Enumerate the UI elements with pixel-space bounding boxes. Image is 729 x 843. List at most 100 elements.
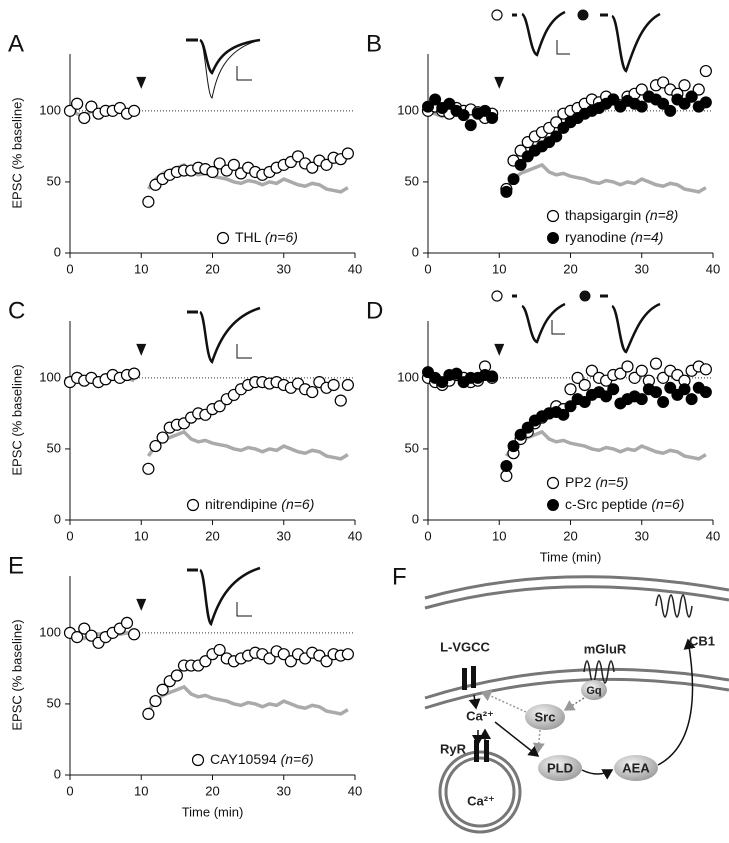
pathway-diagram: F L-VGCC mGluR CB1 Gq Src Ca²⁺ RyR PLD A… bbox=[392, 563, 729, 834]
data-point bbox=[635, 364, 648, 377]
legend-name: c-Src peptide bbox=[565, 496, 648, 512]
data-point bbox=[607, 383, 620, 396]
data-point bbox=[657, 371, 670, 384]
data-point bbox=[628, 371, 641, 384]
data-point bbox=[557, 408, 570, 421]
stimulus-arrow bbox=[494, 76, 505, 89]
data-point bbox=[334, 394, 347, 407]
data-point bbox=[514, 158, 527, 171]
x-tick-label: 10 bbox=[492, 528, 506, 543]
y-tick-label: 100 bbox=[397, 369, 419, 384]
data-point bbox=[422, 100, 434, 113]
data-point bbox=[63, 104, 77, 117]
data-point bbox=[149, 439, 162, 453]
y-tick-label: 50 bbox=[47, 440, 61, 455]
data-point bbox=[585, 364, 598, 377]
data-point bbox=[71, 631, 84, 644]
x-tick-label: 40 bbox=[706, 261, 720, 276]
data-point bbox=[284, 655, 297, 668]
x-tick-label: 20 bbox=[205, 528, 219, 543]
panel-label: B bbox=[366, 30, 382, 57]
node-label: Ca²⁺ bbox=[466, 708, 494, 723]
data-point bbox=[678, 79, 691, 92]
data-point bbox=[507, 440, 520, 453]
node-label: RyR bbox=[440, 741, 467, 756]
y-axis-label: EPSC (% baseline) bbox=[9, 619, 24, 730]
data-point bbox=[514, 428, 527, 441]
panel-label: C bbox=[8, 297, 25, 324]
legend-marker bbox=[186, 498, 200, 512]
legend-name: PP2 bbox=[565, 474, 592, 490]
data-point bbox=[320, 655, 333, 668]
data-point bbox=[128, 628, 141, 641]
y-tick-label: 100 bbox=[397, 102, 419, 117]
control-line bbox=[69, 107, 349, 194]
legend-entry: PP2 (n=5) bbox=[565, 474, 628, 490]
panel-label: E bbox=[8, 552, 24, 579]
x-axis-label: Time (min) bbox=[182, 804, 244, 819]
data-point bbox=[479, 104, 491, 117]
data-point bbox=[571, 371, 584, 384]
legend-entry: CAY10594 (n=6) bbox=[210, 751, 314, 767]
y-tick-label: 100 bbox=[39, 369, 61, 384]
data-point bbox=[78, 622, 91, 635]
node-label: Gq bbox=[586, 685, 601, 697]
data-point bbox=[692, 83, 705, 96]
y-tick-label: 0 bbox=[54, 511, 61, 526]
legend-entry: THL (n=6) bbox=[235, 229, 298, 245]
legend-marker bbox=[191, 753, 205, 767]
y-tick-label: 50 bbox=[405, 173, 419, 188]
x-tick-label: 20 bbox=[205, 783, 219, 798]
node-label: Ca²⁺ bbox=[467, 793, 495, 808]
legend-n: (n=8) bbox=[645, 207, 678, 223]
x-tick-label: 30 bbox=[635, 261, 649, 276]
data-point bbox=[564, 383, 577, 396]
x-tick-label: 30 bbox=[635, 528, 649, 543]
legend-n: (n=5) bbox=[595, 474, 628, 490]
data-point bbox=[199, 655, 212, 668]
trace-insets bbox=[186, 9, 661, 627]
data-point bbox=[213, 643, 226, 657]
data-point bbox=[685, 393, 698, 406]
data-point bbox=[128, 367, 141, 380]
data-point bbox=[206, 165, 219, 179]
legend-marker bbox=[546, 209, 560, 223]
data-point bbox=[649, 357, 663, 370]
legend-entry: ryanodine (n=4) bbox=[565, 229, 663, 245]
stimulus-arrow bbox=[136, 76, 147, 89]
data-point bbox=[128, 104, 141, 117]
data-point bbox=[486, 370, 499, 383]
data-point bbox=[635, 100, 648, 113]
x-tick-label: 30 bbox=[277, 528, 291, 543]
data-point bbox=[507, 173, 520, 186]
legend-name: ryanodine bbox=[565, 229, 627, 245]
data-point bbox=[142, 195, 155, 208]
node-label: Src bbox=[535, 709, 556, 724]
legend-name: CAY10594 bbox=[210, 751, 277, 767]
data-point bbox=[291, 150, 305, 163]
data-point bbox=[699, 363, 712, 376]
x-tick-label: 20 bbox=[205, 261, 219, 276]
stimulus-arrow bbox=[136, 343, 147, 356]
data-point bbox=[341, 147, 354, 160]
data-point bbox=[78, 111, 91, 125]
legend-name: nitrendipine bbox=[205, 496, 278, 512]
x-tick-label: 10 bbox=[134, 528, 148, 543]
data-point bbox=[149, 694, 162, 708]
control-line bbox=[69, 629, 349, 716]
legend-n: (n=6) bbox=[281, 751, 314, 767]
data-point bbox=[436, 376, 449, 389]
x-tick-label: 10 bbox=[134, 783, 148, 798]
legend-marker bbox=[547, 232, 559, 244]
x-tick-label: 10 bbox=[492, 261, 506, 276]
x-tick-label: 0 bbox=[424, 528, 431, 543]
data-point bbox=[341, 378, 354, 392]
y-tick-label: 0 bbox=[412, 511, 419, 526]
x-tick-label: 0 bbox=[66, 528, 73, 543]
data-point bbox=[486, 111, 499, 124]
data-point bbox=[678, 383, 691, 396]
x-tick-label: 40 bbox=[348, 528, 362, 543]
legend-n: (n=6) bbox=[651, 496, 684, 512]
y-axis-label: EPSC (% baseline) bbox=[9, 364, 24, 475]
